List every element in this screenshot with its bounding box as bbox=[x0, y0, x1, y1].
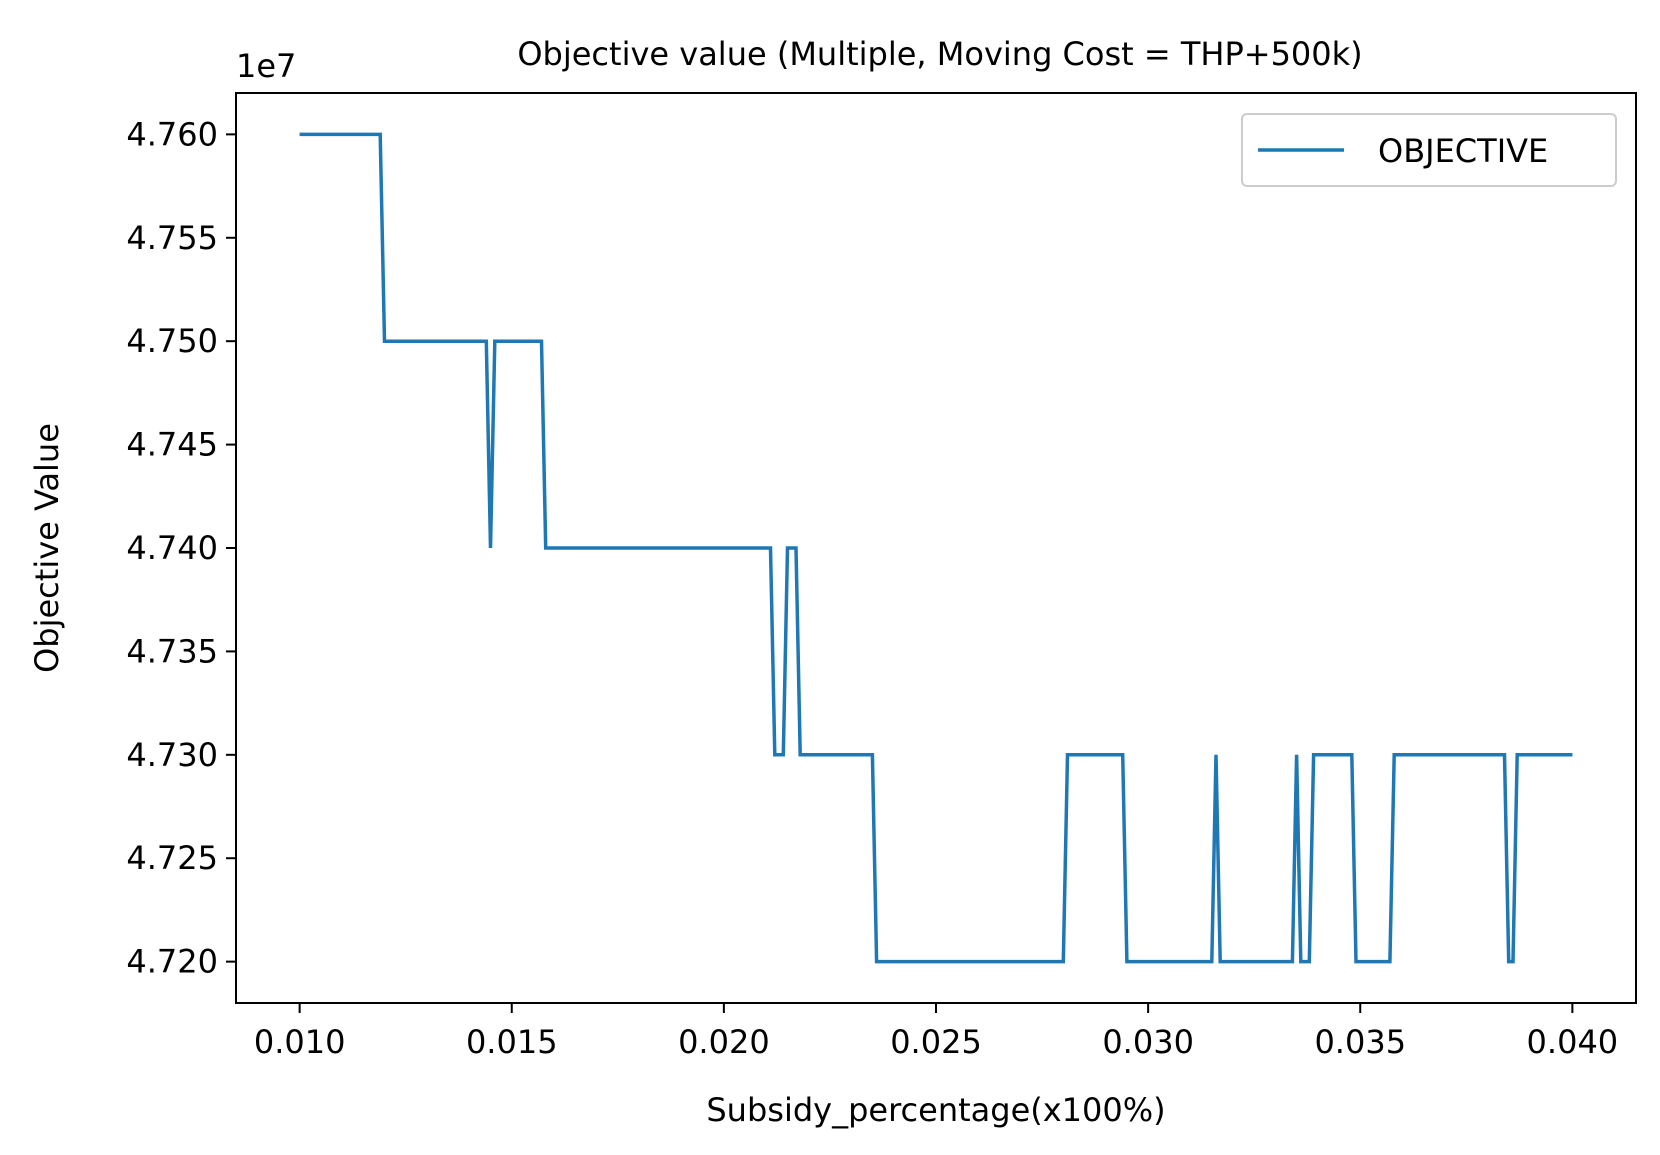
y-tick-label: 4.720 bbox=[126, 943, 218, 981]
x-tick-label: 0.040 bbox=[1527, 1023, 1619, 1061]
plot-area-frame bbox=[235, 92, 1637, 1004]
series-line-objective bbox=[299, 132, 1573, 964]
y-tick-label: 4.725 bbox=[126, 839, 218, 877]
y-tick-label: 4.730 bbox=[126, 736, 218, 774]
y-tick-label: 4.745 bbox=[126, 426, 218, 464]
y-axis-ticks: 4.720 4.725 4.730 4.735 4.740 4.745 4.750 4.755… bbox=[126, 115, 236, 981]
y-tick-label: 4.760 bbox=[126, 115, 218, 153]
x-tick-label: 0.020 bbox=[678, 1023, 770, 1061]
legend: OBJECTIVE bbox=[1241, 113, 1617, 187]
x-tick-label: 0.035 bbox=[1314, 1023, 1406, 1061]
x-tick-label: 0.025 bbox=[890, 1023, 982, 1061]
y-tick-label: 4.740 bbox=[126, 529, 218, 567]
x-tick-label: 0.015 bbox=[466, 1023, 558, 1061]
y-axis-label: Objective Value bbox=[28, 423, 66, 673]
x-axis-ticks: 0.010 0.015 0.020 0.025 0.030 0.035 0.040 bbox=[254, 1003, 1618, 1061]
legend-frame bbox=[1241, 113, 1617, 187]
y-tick-label: 4.750 bbox=[126, 322, 218, 360]
x-axis-label: Subsidy_percentage(x100%) bbox=[706, 1091, 1165, 1129]
legend-label-objective: OBJECTIVE bbox=[1378, 132, 1548, 170]
y-axis-offset-text: 1e7 bbox=[236, 47, 296, 85]
y-tick-label: 4.755 bbox=[126, 219, 218, 257]
chart-title: Objective value (Multiple, Moving Cost =… bbox=[517, 35, 1362, 73]
x-tick-label: 0.010 bbox=[254, 1023, 346, 1061]
x-tick-label: 0.030 bbox=[1102, 1023, 1194, 1061]
y-tick-label: 4.735 bbox=[126, 632, 218, 670]
